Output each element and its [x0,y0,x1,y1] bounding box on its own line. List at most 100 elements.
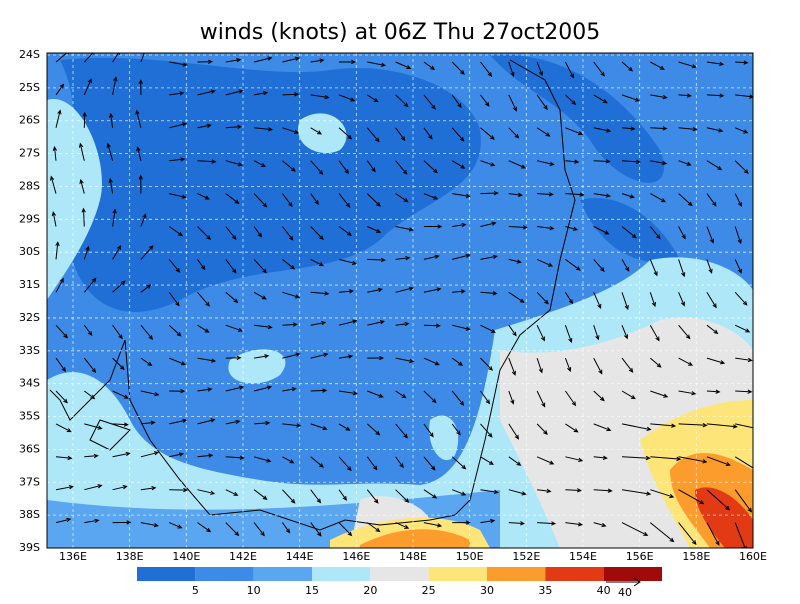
wind-arrow [55,390,68,404]
wind-arrow [650,126,668,131]
wind-arrow [508,94,517,112]
wind-arrow [650,423,677,428]
wind-arrow [565,159,580,164]
wind-arrow [593,488,613,493]
wind-arrow [649,292,656,308]
wind-arrow [706,127,724,133]
wind-arrow [169,487,189,493]
wind-arrow [55,357,66,373]
wind-arrow [140,284,152,293]
wind-arrow [253,291,267,300]
wind-arrow [423,390,437,404]
wind-arrow [621,325,629,340]
wind-arrow [197,291,210,307]
wind-arrow [282,92,300,97]
wind-arrow [112,76,118,95]
wind-arrow [423,193,439,200]
lon-label: 144E [286,550,314,563]
wind-arrow [83,277,97,293]
lon-label: 156E [626,550,654,563]
wind-arrow [83,357,97,374]
wind-arrow [140,245,154,260]
wind-arrow [282,387,297,392]
lat-label: 32S [19,311,40,324]
wind-arrow [282,291,301,299]
wind-arrow [537,192,554,197]
wind-arrow [593,357,603,375]
wind-arrow [649,357,662,368]
wind-arrow [338,354,354,359]
wind-arrow [678,61,697,69]
wind-arrow [310,423,328,431]
lat-label: 24S [19,48,40,61]
wind-arrow [706,292,717,309]
wind-arrow [138,174,143,194]
wind-arrow [310,522,322,537]
wind-arrow [169,91,185,96]
wind-arrow [452,489,467,496]
colorbar-swatch [312,567,371,581]
lat-label: 28S [19,179,40,192]
wind-arrow [508,127,520,139]
wind-arrow [281,522,291,534]
wind-arrow [253,456,272,463]
wind-arrow [338,193,351,208]
wind-arrow [338,127,353,140]
wind-arrow [310,160,324,176]
wind-arrow [169,418,188,425]
wind-arrow [678,160,692,166]
lon-label: 158E [682,550,710,563]
wind-arrow [508,258,522,264]
wind-arrow [367,257,386,263]
wind-arrow [649,226,661,240]
wind-arrow [253,226,263,238]
wind-arrow [282,456,295,464]
wind-arrow [706,226,715,244]
wind-arrow [565,226,579,231]
wind-arrow [169,388,186,394]
wind-arrow [480,94,490,107]
wind-arrow [395,489,410,503]
shaded-field [47,53,753,548]
lat-label: 35S [19,410,40,423]
wind-arrow [197,522,212,533]
wind-arrow [706,61,725,67]
colorbar-swatch [487,567,546,581]
wind-arrow [423,127,433,140]
wind-arrow [55,277,64,293]
wind-arrow [395,255,411,261]
colorbar-swatch [195,567,254,581]
wind-arrow [480,127,495,140]
wind-arrow [197,324,210,333]
lat-label: 26S [19,114,40,127]
wind-arrow [621,357,634,373]
wind-arrow [480,254,498,260]
wind-arrow [225,419,241,425]
wind-arrow [366,456,378,471]
wind-arrow [451,390,465,406]
wind-arrow [423,61,436,71]
wind-arrow [338,289,355,294]
wind-arrow [310,320,327,326]
wind-arrow [112,245,122,260]
wind-arrow [706,259,713,274]
wind-arrow [536,357,543,374]
wind-arrow [282,193,293,208]
wind-arrow [508,357,516,376]
wind-arrow [395,456,404,469]
wind-arrow [254,324,273,330]
wind-arrow [366,423,381,436]
wind-arrow [593,325,600,341]
wind-arrow [678,357,694,366]
wind-arrow [706,93,725,98]
wind-arrow [367,522,381,533]
wind-arrow [197,159,217,164]
wind-arrow [84,423,103,430]
colorbar-label: 15 [305,584,319,597]
lon-label: 152E [512,550,540,563]
colorbar-label: 40 [597,584,611,597]
wind-arrow [84,484,103,491]
colorbar-label: 35 [538,584,552,597]
wind-arrow [55,241,60,260]
